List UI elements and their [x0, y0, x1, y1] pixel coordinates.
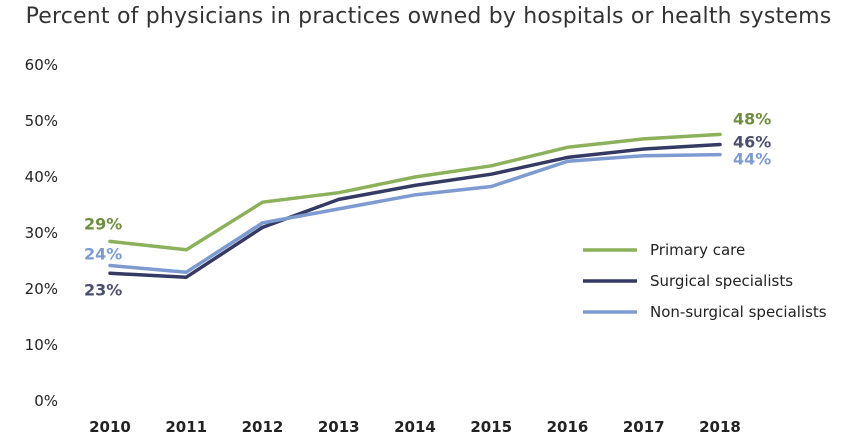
y-tick-label: 10%	[25, 336, 58, 354]
start-value-label: 23%	[84, 280, 122, 299]
series-line-non-surgical-specialists	[108, 152, 722, 274]
legend-label: Non-surgical specialists	[650, 303, 827, 321]
x-tick-label: 2012	[242, 418, 284, 436]
x-tick-label: 2011	[165, 418, 207, 436]
y-tick-label: 50%	[25, 112, 58, 130]
x-tick-label: 2014	[394, 418, 436, 436]
y-tick-label: 60%	[25, 56, 58, 74]
end-value-label: 46%	[733, 133, 771, 152]
x-tick-label: 2010	[89, 418, 131, 436]
end-value-label: 48%	[733, 109, 771, 128]
y-tick-label: 0%	[34, 392, 58, 410]
start-value-label: 24%	[84, 244, 122, 263]
x-tick-label: 2018	[699, 418, 741, 436]
legend-label: Surgical specialists	[650, 272, 793, 290]
legend-label: Primary care	[650, 241, 745, 259]
start-value-label: 29%	[84, 214, 122, 233]
x-tick-label: 2015	[470, 418, 512, 436]
y-tick-label: 30%	[25, 224, 58, 242]
x-tick-label: 2013	[318, 418, 360, 436]
series-line-primary-care	[108, 132, 722, 252]
y-tick-label: 40%	[25, 168, 58, 186]
x-tick-label: 2017	[623, 418, 665, 436]
chart-title: Percent of physicians in practices owned…	[25, 4, 832, 29]
end-value-label: 44%	[733, 150, 771, 169]
series-line-surgical-specialists	[108, 142, 722, 279]
y-tick-label: 20%	[25, 280, 58, 298]
x-tick-label: 2016	[547, 418, 589, 436]
